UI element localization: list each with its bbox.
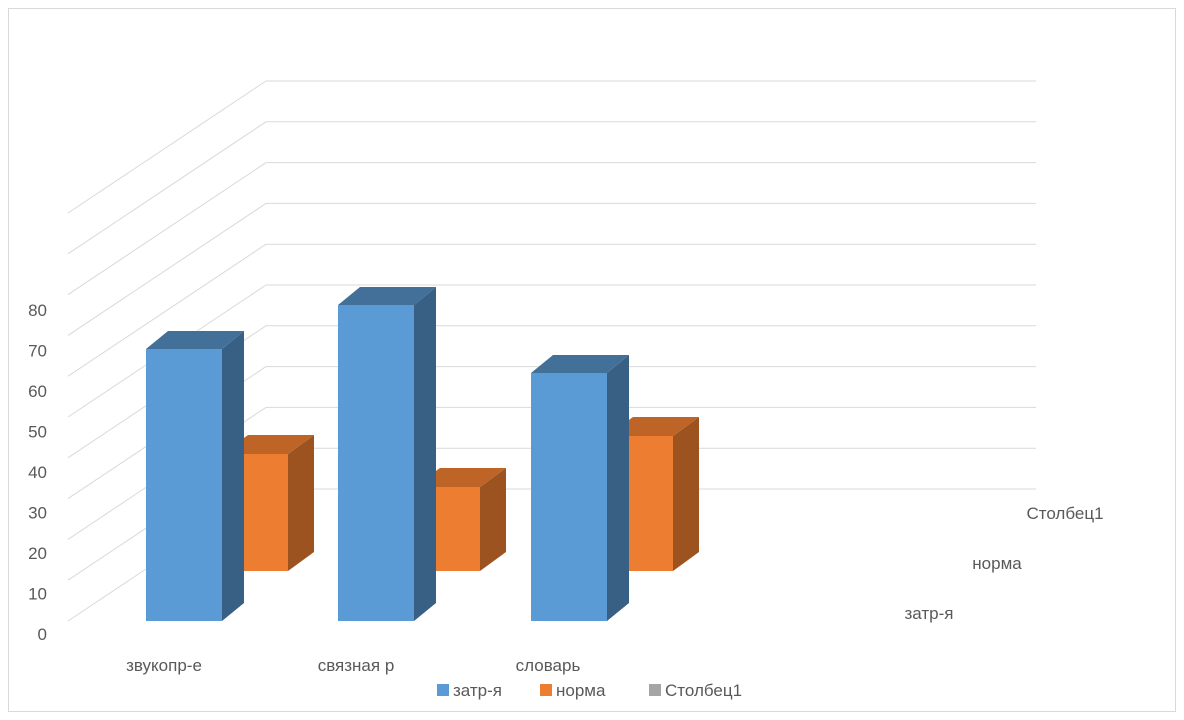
y-tick-label: 20: [28, 544, 47, 563]
column-chart-3d: 0 10 20 30 40 50 60 70 80 звукопр-е связная р слов…: [28, 80, 1104, 700]
y-tick-label: 0: [38, 625, 47, 644]
legend-label: Столбец1: [665, 681, 742, 700]
bar-zatr-top: [146, 331, 244, 349]
legend-swatch: [437, 684, 449, 696]
series-depth-labels: затр-я норма Столбец1: [905, 504, 1104, 623]
bar-norma-side: [480, 468, 506, 571]
gridline-side: [67, 243, 267, 377]
bar-norma-top: [222, 435, 314, 454]
series-depth-label: Столбец1: [1026, 504, 1103, 523]
gridline-side: [67, 80, 267, 214]
category-label: словарь: [516, 656, 581, 675]
y-tick-label: 70: [28, 342, 47, 361]
y-tick-label: 60: [28, 382, 47, 401]
legend: затр-я норма Столбец1: [437, 681, 742, 700]
bar-zatr-top: [338, 287, 436, 305]
bar-zatr-side: [414, 287, 436, 621]
series-depth-label: затр-я: [905, 604, 954, 623]
legend-swatch: [649, 684, 661, 696]
bar-zatr-side: [222, 331, 244, 621]
gridline-side: [67, 202, 267, 336]
y-axis-ticks: 0 10 20 30 40 50 60 70 80: [28, 301, 47, 644]
bar-zatr-side: [607, 355, 629, 621]
series-depth-label: норма: [972, 554, 1022, 573]
y-tick-label: 30: [28, 504, 47, 523]
legend-swatch: [540, 684, 552, 696]
category-label: связная р: [318, 656, 395, 675]
bar-norma-top: [607, 417, 699, 436]
y-tick-label: 80: [28, 301, 47, 320]
chart-frame: 0 10 20 30 40 50 60 70 80 звукопр-е связная р слов…: [8, 8, 1176, 712]
y-tick-label: 40: [28, 463, 47, 482]
bar-norma-top: [414, 468, 506, 487]
y-tick-label: 50: [28, 423, 47, 442]
bar-zatr-top: [531, 355, 629, 373]
category-label: звукопр-е: [126, 656, 202, 675]
bar-zatr: [338, 305, 414, 621]
bars: [146, 287, 699, 621]
bar-zatr: [146, 349, 222, 621]
legend-label: норма: [556, 681, 606, 700]
y-tick-label: 10: [28, 585, 47, 604]
bar-norma-side: [673, 417, 699, 571]
bar-zatr: [531, 373, 607, 621]
category-labels: звукопр-е связная р словарь: [126, 656, 580, 675]
bar-norma-side: [288, 435, 314, 571]
gridline-side: [67, 121, 267, 255]
legend-label: затр-я: [453, 681, 502, 700]
gridline-side: [67, 162, 267, 296]
